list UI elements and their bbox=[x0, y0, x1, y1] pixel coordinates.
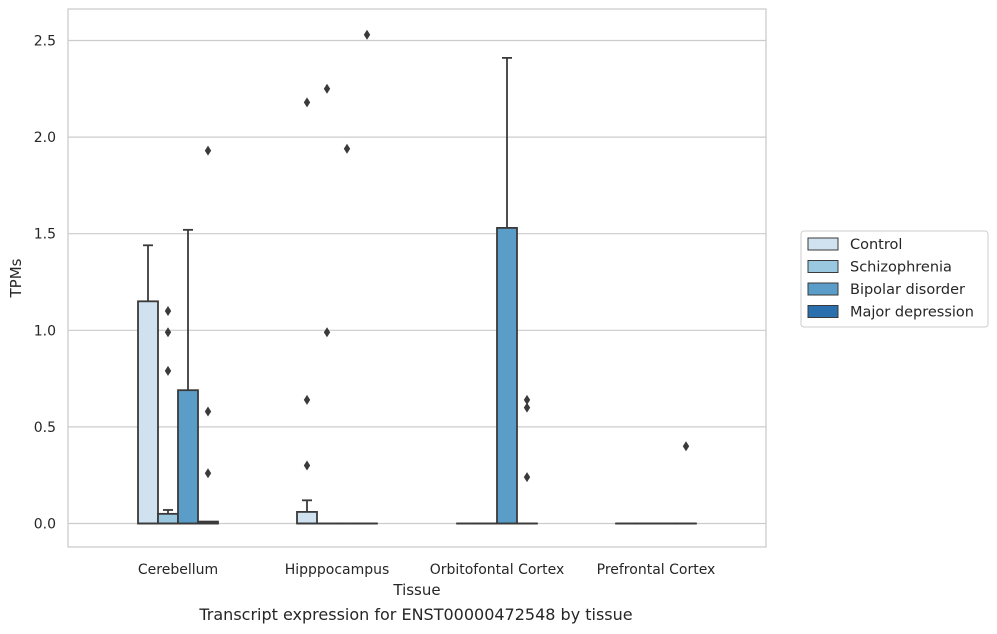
legend-item: Major depression bbox=[807, 305, 974, 321]
box-control bbox=[137, 244, 159, 525]
plot-frame bbox=[67, 8, 767, 548]
legend-item: Schizophrenia bbox=[807, 260, 952, 276]
y-tick-labels: 0.0 0.5 1.0 1.5 2.0 2.5 bbox=[34, 34, 56, 533]
y-tick-label: 0.0 bbox=[34, 517, 56, 533]
x-tick-labels: Cerebellum Hipppocampus Orbitofontal Corte… bbox=[138, 562, 715, 578]
box-major-depression bbox=[197, 520, 219, 525]
outlier-point bbox=[204, 406, 212, 417]
outlier-point bbox=[523, 472, 531, 483]
legend-swatch bbox=[807, 260, 839, 273]
outlier-point bbox=[204, 145, 212, 156]
legend-items: Control Schizophrenia Bipolar disorder Majo… bbox=[807, 237, 974, 321]
y-tick-label: 1.0 bbox=[34, 323, 56, 339]
box-schizophrenia bbox=[157, 509, 179, 525]
figure-caption: Transcript expression for ENST0000047254… bbox=[199, 605, 633, 624]
x-tick-label: Orbitofontal Cortex bbox=[430, 562, 565, 578]
box-body bbox=[177, 389, 199, 525]
outlier-point bbox=[363, 29, 371, 40]
legend: Control Schizophrenia Bipolar disorder Majo… bbox=[800, 230, 989, 328]
legend-swatch bbox=[807, 237, 839, 251]
box-body bbox=[157, 512, 179, 525]
box-body bbox=[137, 300, 159, 525]
outlier-point bbox=[523, 402, 531, 413]
box-control bbox=[296, 499, 318, 525]
box-bipolar-disorder bbox=[177, 228, 199, 525]
box-bipolar-disorder bbox=[496, 56, 518, 525]
legend-swatch bbox=[807, 282, 839, 296]
legend-swatch bbox=[807, 305, 839, 318]
legend-item: Control bbox=[807, 237, 902, 253]
outlier-point bbox=[164, 305, 172, 316]
y-tick-label: 2.5 bbox=[34, 34, 56, 50]
y-tick-label: 1.5 bbox=[34, 227, 56, 243]
outlier-point bbox=[204, 468, 212, 479]
legend-label: Major depression bbox=[850, 305, 974, 321]
x-tick-label: Hipppocampus bbox=[285, 562, 390, 578]
legend-label: Bipolar disorder bbox=[850, 282, 965, 298]
outlier-point bbox=[682, 441, 690, 452]
outlier-point bbox=[164, 327, 172, 338]
x-axis-label: Tissue bbox=[392, 581, 440, 599]
legend-label: Schizophrenia bbox=[850, 260, 952, 276]
outlier-point bbox=[343, 143, 351, 154]
box-body bbox=[296, 511, 318, 525]
outlier-point bbox=[523, 394, 531, 405]
box-body bbox=[496, 227, 518, 525]
legend-label: Control bbox=[850, 237, 902, 253]
outlier-point bbox=[164, 365, 172, 376]
x-tick-label: Cerebellum bbox=[138, 562, 218, 578]
y-tick-label: 0.5 bbox=[34, 420, 56, 436]
y-tick-label: 2.0 bbox=[34, 130, 56, 146]
outlier-layer bbox=[164, 29, 690, 483]
y-axis-label: TPMs bbox=[7, 258, 25, 298]
outlier-point bbox=[303, 394, 311, 405]
outlier-point bbox=[323, 327, 331, 338]
outlier-point bbox=[323, 83, 331, 94]
legend-item: Bipolar disorder bbox=[807, 282, 965, 298]
x-tick-label: Prefrontal Cortex bbox=[597, 562, 716, 578]
outlier-point bbox=[303, 460, 311, 471]
gridlines bbox=[68, 39, 766, 525]
outlier-point bbox=[303, 97, 311, 108]
legend-frame bbox=[800, 230, 989, 328]
box-layer bbox=[137, 56, 697, 525]
